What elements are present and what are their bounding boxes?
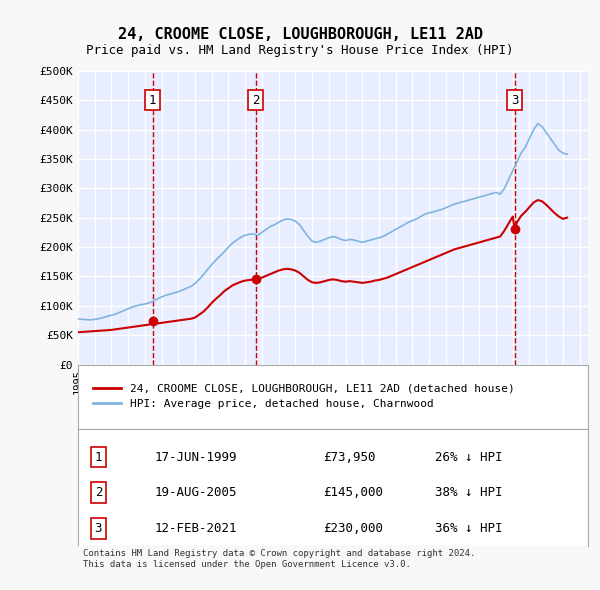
Text: Price paid vs. HM Land Registry's House Price Index (HPI): Price paid vs. HM Land Registry's House …: [86, 44, 514, 57]
Text: 2: 2: [252, 94, 259, 107]
Text: 26% ↓ HPI: 26% ↓ HPI: [435, 451, 503, 464]
Text: 3: 3: [95, 522, 102, 535]
Text: 17-JUN-1999: 17-JUN-1999: [155, 451, 237, 464]
Text: 19-AUG-2005: 19-AUG-2005: [155, 486, 237, 499]
Text: 1: 1: [95, 451, 102, 464]
Text: Contains HM Land Registry data © Crown copyright and database right 2024.
This d: Contains HM Land Registry data © Crown c…: [83, 549, 475, 569]
Text: 38% ↓ HPI: 38% ↓ HPI: [435, 486, 503, 499]
Text: 12-FEB-2021: 12-FEB-2021: [155, 522, 237, 535]
Text: £73,950: £73,950: [323, 451, 376, 464]
Legend: 24, CROOME CLOSE, LOUGHBOROUGH, LE11 2AD (detached house), HPI: Average price, d: 24, CROOME CLOSE, LOUGHBOROUGH, LE11 2AD…: [89, 379, 519, 414]
Text: 24, CROOME CLOSE, LOUGHBOROUGH, LE11 2AD: 24, CROOME CLOSE, LOUGHBOROUGH, LE11 2AD: [118, 27, 482, 41]
Text: 3: 3: [511, 94, 518, 107]
Text: 1: 1: [149, 94, 157, 107]
Text: 36% ↓ HPI: 36% ↓ HPI: [435, 522, 503, 535]
Text: £145,000: £145,000: [323, 486, 383, 499]
Text: 2: 2: [95, 486, 102, 499]
Text: £230,000: £230,000: [323, 522, 383, 535]
